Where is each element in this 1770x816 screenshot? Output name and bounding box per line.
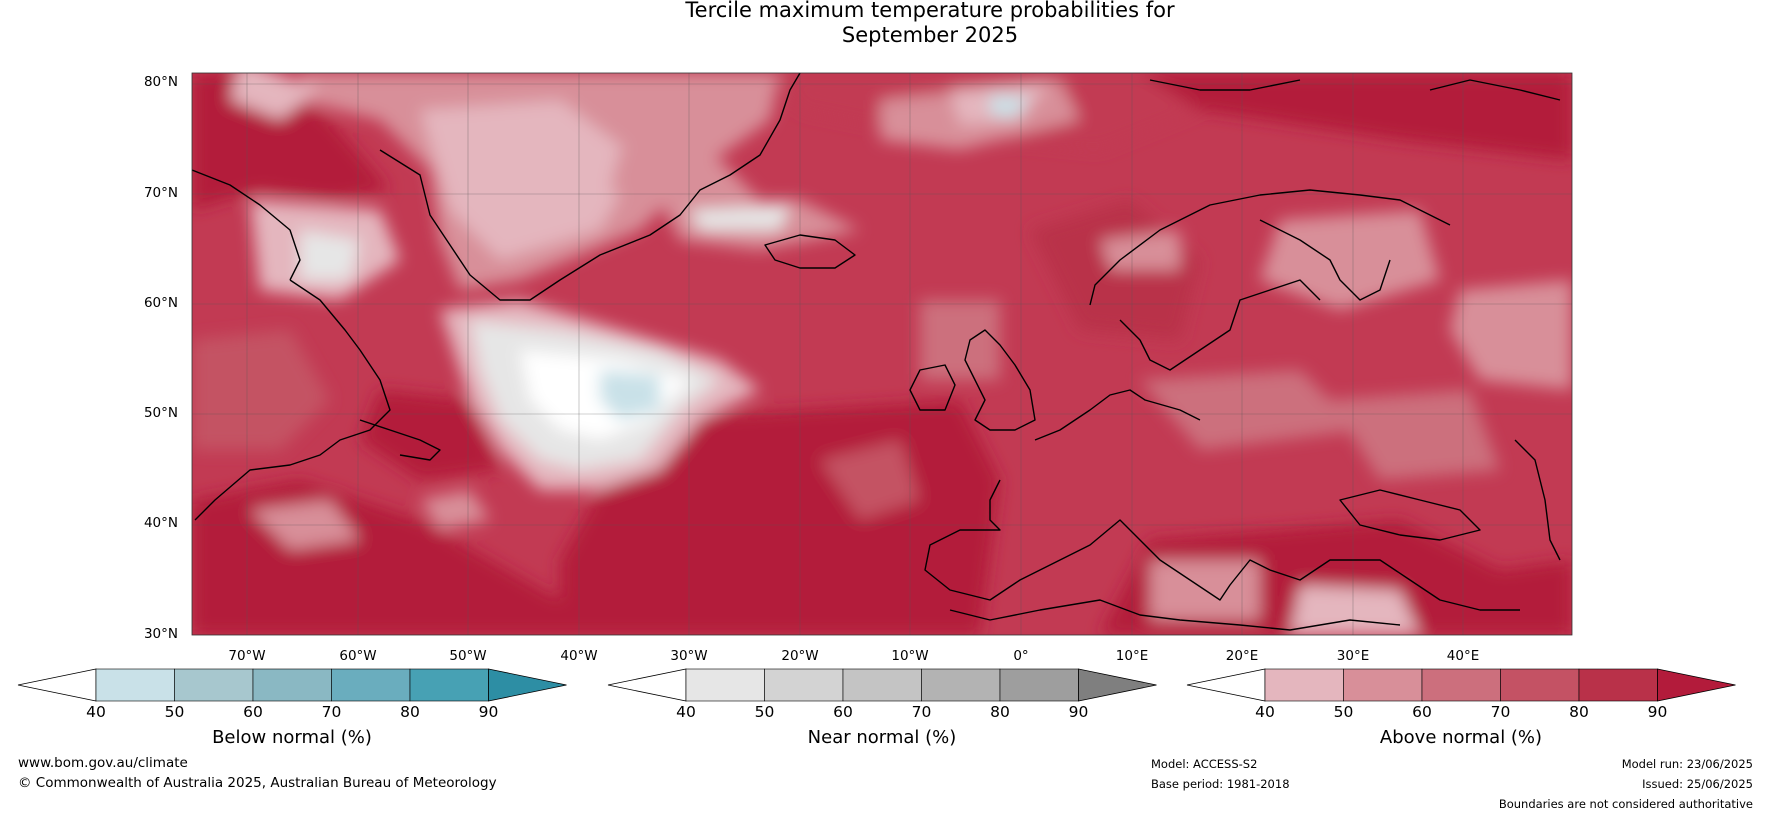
lat-label-50: 50°N <box>143 405 178 421</box>
colorbar-near-tick: 70 <box>911 703 932 721</box>
colorbar-near-segment <box>685 668 765 702</box>
lon-label-20e: 20°E <box>1225 648 1259 664</box>
colorbar-below-segment <box>331 668 411 702</box>
colorbar-below-tick: 40 <box>86 703 106 721</box>
colorbars <box>17 668 1736 702</box>
colorbar-above-tick: 90 <box>1647 703 1668 721</box>
colorbar-below-tick: 90 <box>478 703 499 721</box>
black-sea-coast <box>1339 489 1481 541</box>
near-normal-title: Near normal (%) <box>807 727 957 748</box>
colorbar-above-over <box>1657 668 1736 702</box>
probability-shading <box>192 73 1572 635</box>
newfoundland-coast <box>359 419 441 461</box>
lat-label-60: 60°N <box>143 295 178 311</box>
colorbar-near <box>607 668 1157 702</box>
colorbar-below-segment <box>252 668 332 702</box>
chart-title: Tercile maximum temperature probabilitie… <box>0 0 1770 48</box>
lon-label-0: 0° <box>1013 648 1029 664</box>
website-text: www.bom.gov.au/climate <box>18 755 188 771</box>
baltic-coast <box>1119 279 1321 371</box>
colorbar-below-tick: 70 <box>321 703 342 721</box>
lon-label-10e: 10°E <box>1115 648 1149 664</box>
finland-coast <box>1259 219 1391 301</box>
svalbard-coast <box>1149 79 1301 91</box>
title-line-1: Tercile maximum temperature probabilitie… <box>685 0 1175 22</box>
colorbar-below-segment <box>95 668 175 702</box>
norway-coast <box>1089 189 1451 306</box>
colorbar-above-segment <box>1500 668 1580 702</box>
baffin-coast <box>192 169 301 281</box>
novaya-zemlya-coast <box>1429 79 1561 101</box>
mediterranean-north-coast <box>924 479 1520 611</box>
labrador-coast <box>194 279 391 521</box>
map-frame <box>191 72 1573 636</box>
lon-label-60w: 60°W <box>339 648 377 664</box>
lon-label-50w: 50°W <box>449 648 487 664</box>
colorbar-below-over <box>488 668 567 702</box>
lat-label-40: 40°N <box>143 515 178 531</box>
lon-label-40e: 40°E <box>1446 648 1480 664</box>
colorbar-near-segment <box>764 668 844 702</box>
colorbar-near-tick: 90 <box>1068 703 1089 721</box>
colorbar-near-under <box>607 668 687 702</box>
colorbar-near-tick: 50 <box>754 703 775 721</box>
disclaimer-text: Boundaries are not considered authoritat… <box>1498 797 1753 811</box>
issued-text: Issued: 25/06/2025 <box>1642 777 1753 791</box>
colorbar-near-tick: 80 <box>990 703 1010 721</box>
colorbar-near-segment <box>999 668 1079 702</box>
ireland-coast <box>909 364 956 411</box>
colorbar-above-tick: 40 <box>1255 703 1275 721</box>
north-sea-coast <box>1034 389 1201 441</box>
colorbar-below-tick: 60 <box>243 703 263 721</box>
colorbar-below-under <box>17 668 97 702</box>
colorbar-near-segment <box>842 668 922 702</box>
lon-label-30w: 30°W <box>670 648 708 664</box>
colorbar-above-segment <box>1264 668 1344 702</box>
graticule <box>192 73 1572 635</box>
iceland-coast <box>764 234 856 269</box>
lat-label-30: 30°N <box>143 626 178 642</box>
map-field <box>192 73 1572 635</box>
base-period-text: Base period: 1981-2018 <box>1151 777 1290 791</box>
caspian-coast <box>1514 439 1561 561</box>
colorbar-above-tick: 60 <box>1412 703 1432 721</box>
lon-label-70w: 70°W <box>228 648 266 664</box>
model-text: Model: ACCESS-S2 <box>1151 757 1258 771</box>
colorbar-below <box>17 668 567 702</box>
colorbar-above-tick: 70 <box>1490 703 1511 721</box>
colorbar-above-under <box>1186 668 1266 702</box>
above-normal-title: Above normal (%) <box>1379 727 1543 748</box>
lon-label-40w: 40°W <box>560 648 598 664</box>
model-run-text: Model run: 23/06/2025 <box>1621 757 1753 771</box>
north-africa-coast <box>949 599 1401 631</box>
greenland-coast <box>379 73 801 301</box>
copyright-text: © Commonwealth of Australia 2025, Austra… <box>18 775 497 791</box>
lon-label-10w: 10°W <box>891 648 929 664</box>
colorbar-below-segment <box>409 668 489 702</box>
lon-label-30e: 30°E <box>1336 648 1370 664</box>
colorbar-below-tick: 80 <box>400 703 420 721</box>
colorbar-above-tick: 80 <box>1569 703 1589 721</box>
colorbar-above-segment <box>1578 668 1658 702</box>
lon-label-20w: 20°W <box>781 648 819 664</box>
colorbar-near-over <box>1078 668 1157 702</box>
colorbar-below-segment <box>174 668 254 702</box>
lat-label-70: 70°N <box>143 185 178 201</box>
coastlines <box>192 73 1561 631</box>
great-britain-coast <box>964 329 1036 431</box>
colorbar-below-tick: 50 <box>164 703 185 721</box>
title-line-2: September 2025 <box>841 23 1019 47</box>
colorbar-near-tick: 40 <box>676 703 696 721</box>
colorbar-above-tick: 50 <box>1333 703 1354 721</box>
colorbar-above-segment <box>1343 668 1423 702</box>
colorbar-above-segment <box>1421 668 1501 702</box>
colorbar-above <box>1186 668 1736 702</box>
colorbar-near-segment <box>921 668 1001 702</box>
lat-label-80: 80°N <box>143 74 178 90</box>
below-normal-title: Below normal (%) <box>212 727 372 748</box>
colorbar-near-tick: 60 <box>833 703 853 721</box>
